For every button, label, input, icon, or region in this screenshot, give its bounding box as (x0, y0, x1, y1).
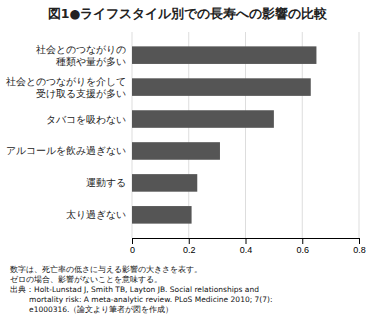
plot: 0 0.2 0.4 0.6 0.8 太り過ぎない 運動する アルコールを飲み過ぎない タバコを吸… (6, 32, 366, 255)
x-tick-label: 0.4 (240, 245, 253, 255)
x-tick-label: 0.2 (183, 245, 196, 255)
grid-line (359, 32, 360, 238)
y-tick-label-line: 運動する (86, 177, 126, 188)
x-axis: 0 0.2 0.4 0.6 0.8 (130, 238, 366, 255)
annotation: mortality risk: A meta-analytic review. … (10, 295, 273, 304)
bars (132, 46, 316, 223)
y-tick: タバコを吸わない (46, 114, 126, 125)
x-tick-label: 0.6 (296, 245, 309, 255)
y-tick-label-line: 社会とのつながりの (36, 44, 126, 55)
y-tick: 運動する (86, 177, 126, 188)
grid (132, 32, 359, 238)
bar (132, 46, 316, 64)
annotation: 出典：Holt-Lunstad J, Smith TB, Layton JB. … (10, 285, 259, 294)
x-tick: 0.6 (296, 238, 309, 255)
y-tick: アルコールを飲み過ぎない (6, 145, 126, 156)
y-tick-label: アルコールを飲み過ぎない (6, 145, 126, 156)
x-tick: 0 (130, 238, 135, 255)
y-tick-label-line: 社会とのつながりを介して (6, 76, 126, 87)
y-tick-label-line: 太り過ぎない (66, 209, 126, 220)
title: 図1●ライフスタイル別での長寿への影響の比較 (48, 6, 329, 21)
chart: 図1●ライフスタイル別での長寿への影響の比較 0 0.2 0.4 0.6 0.8 太り過ぎな… (0, 0, 375, 322)
bar (132, 110, 274, 128)
x-tick-mark (246, 238, 247, 244)
y-tick-label-line: アルコールを飲み過ぎない (6, 145, 126, 156)
x-tick-mark (132, 238, 133, 244)
bar (132, 78, 311, 96)
y-tick: 社会とのつながりの種類や量が多い (36, 44, 126, 67)
y-tick-label: タバコを吸わない (46, 114, 126, 125)
x-tick-label: 0.8 (353, 245, 366, 255)
bar (132, 142, 220, 160)
annotation: 数字は、死亡率の低さに与える影響の大きさを表す。 (10, 265, 202, 274)
y-tick-label: 太り過ぎない (66, 209, 126, 220)
y-tick-label-line: 種類や量が多い (56, 56, 126, 67)
y-tick: 社会とのつながりを介して受け取る支援が多い (6, 76, 126, 99)
bar (132, 206, 192, 224)
y-axis: 太り過ぎない 運動する アルコールを飲み過ぎない タバコを吸わない 社会とのつながりを介… (6, 44, 126, 221)
x-tick-label: 0 (130, 245, 135, 255)
x-tick-mark (359, 238, 360, 244)
y-tick-label: 社会とのつながりの種類や量が多い (36, 44, 126, 67)
x-tick: 0.8 (353, 238, 366, 255)
x-tick-mark (189, 238, 190, 244)
y-tick-label-line: タバコを吸わない (46, 114, 126, 125)
bar (132, 174, 197, 192)
annotation: ゼロの場合、影響がないことを意味する。 (10, 275, 162, 284)
x-tick-mark (302, 238, 303, 244)
y-tick-label: 社会とのつながりを介して受け取る支援が多い (6, 76, 126, 99)
y-tick: 太り過ぎない (66, 209, 126, 220)
annotations: 数字は、死亡率の低さに与える影響の大きさを表す。ゼロの場合、影響がないことを意味… (10, 265, 273, 314)
x-tick: 0.2 (183, 238, 196, 255)
annotation: e1000316.（論文より筆者が図を作成） (10, 305, 173, 314)
y-tick-label: 運動する (86, 177, 126, 188)
y-tick-label-line: 受け取る支援が多い (36, 88, 126, 99)
x-axis-line (133, 239, 360, 245)
x-tick: 0.4 (240, 238, 253, 255)
